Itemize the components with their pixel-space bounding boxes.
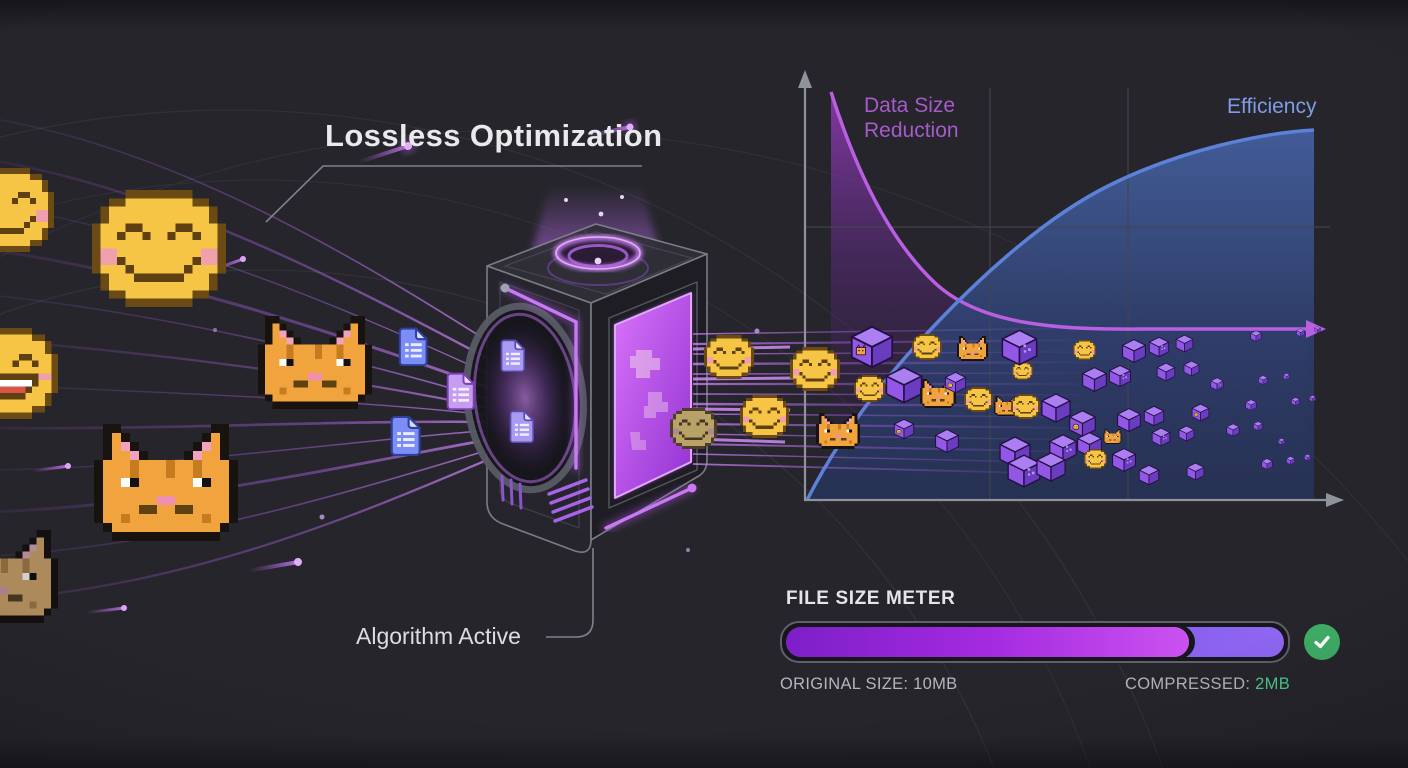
pixel-emoji bbox=[1084, 449, 1107, 469]
efficiency-series-label: Efficiency bbox=[1227, 95, 1317, 118]
reduction-series-label: Data Size Reduction bbox=[864, 94, 959, 142]
compressed-cube bbox=[1151, 427, 1171, 447]
pipe-node bbox=[500, 283, 510, 293]
compressed-cube bbox=[1175, 334, 1194, 353]
input-emoji bbox=[92, 190, 226, 307]
compressed-cube bbox=[944, 371, 967, 394]
meter-track bbox=[786, 627, 1284, 657]
document-icon bbox=[390, 415, 423, 456]
y-axis-arrowhead bbox=[798, 70, 812, 88]
pixel-emoji bbox=[670, 408, 717, 449]
document-icon bbox=[509, 410, 536, 443]
compressed-cube bbox=[1261, 458, 1273, 470]
pixel-emoji bbox=[854, 375, 885, 402]
compressed-cube bbox=[893, 418, 915, 440]
compressed-cube bbox=[884, 365, 924, 405]
input-cat bbox=[94, 424, 238, 541]
meter-heading: FILE SIZE METER bbox=[786, 588, 956, 609]
pixel-cat bbox=[1103, 429, 1122, 444]
compressed-cube bbox=[1040, 392, 1072, 424]
pixel-emoji bbox=[704, 335, 754, 379]
chart-axes bbox=[803, 84, 1330, 502]
half-compressed-blobs bbox=[630, 350, 668, 450]
intake-ring bbox=[553, 234, 643, 272]
pixel-emoji bbox=[912, 334, 942, 360]
machine-status-label: Algorithm Active bbox=[356, 623, 521, 649]
pipe-node-glow bbox=[687, 483, 697, 493]
compressed-cube bbox=[1226, 423, 1240, 437]
title-leader-line bbox=[265, 165, 642, 223]
vent-slits bbox=[500, 474, 523, 510]
input-streams bbox=[0, 119, 507, 601]
background-arcs bbox=[0, 109, 1408, 768]
vent-slats bbox=[547, 478, 594, 523]
compressed-cube bbox=[1138, 464, 1160, 486]
pixel-emoji bbox=[1073, 340, 1096, 360]
compressed-cube bbox=[1178, 425, 1195, 442]
meter-bar bbox=[780, 621, 1290, 663]
input-cat bbox=[258, 316, 372, 409]
compressed-cube bbox=[1191, 403, 1210, 422]
compressed-cube bbox=[1156, 362, 1176, 382]
check-circle-icon bbox=[1304, 624, 1340, 660]
annotation-lines bbox=[265, 165, 642, 638]
document-icon bbox=[398, 327, 430, 366]
algorithm-leader-line bbox=[546, 548, 594, 638]
pixel-emoji bbox=[1012, 362, 1033, 380]
input-cat bbox=[0, 530, 58, 623]
compressed-cube bbox=[1291, 397, 1300, 406]
original-size-text: ORIGINAL SIZE: 10MB bbox=[780, 675, 958, 693]
compressed-cube bbox=[1035, 451, 1067, 483]
compressed-cube bbox=[1148, 336, 1170, 358]
pixel-cat bbox=[957, 336, 988, 361]
machine-neon-pipes bbox=[501, 284, 696, 532]
compressed-cube bbox=[1309, 395, 1316, 402]
compressed-cube bbox=[849, 324, 895, 370]
meter-fill bbox=[786, 627, 1190, 657]
compressed-cube bbox=[1296, 328, 1305, 337]
pixel-cat bbox=[816, 413, 860, 449]
document-icon bbox=[446, 372, 477, 410]
compressed-cube bbox=[1111, 447, 1137, 473]
input-emoji bbox=[0, 168, 54, 252]
output-panel bbox=[608, 281, 698, 509]
compressed-cube bbox=[1253, 421, 1263, 431]
input-emoji bbox=[0, 328, 58, 419]
compressed-cube bbox=[1210, 377, 1224, 391]
compressed-cube bbox=[1283, 373, 1290, 380]
pixel-emoji bbox=[964, 387, 993, 412]
compressed-cube bbox=[1121, 338, 1147, 364]
pixel-emoji bbox=[790, 347, 840, 391]
compressed-cube bbox=[1048, 433, 1078, 463]
compressed-size-text: COMPRESSED: 2MB bbox=[1125, 675, 1290, 693]
compressed-cube bbox=[1258, 375, 1268, 385]
illustration-title: Lossless Optimization bbox=[325, 118, 663, 153]
file-size-meter: FILE SIZE METER ORIGINAL SIZE: 10MB COMP… bbox=[780, 588, 1340, 694]
compressed-cube bbox=[1116, 407, 1142, 433]
x-axis-arrowhead bbox=[1326, 493, 1344, 507]
document-icon bbox=[500, 339, 527, 372]
compressed-cube bbox=[1304, 454, 1311, 461]
compressed-cube bbox=[1081, 366, 1108, 393]
compressed-cube bbox=[1186, 462, 1205, 481]
compressed-cube bbox=[1183, 360, 1200, 377]
compressed-cube bbox=[934, 428, 960, 454]
compressed-cube bbox=[1000, 328, 1039, 367]
compressed-cube bbox=[1245, 399, 1257, 411]
compressed-cube bbox=[1314, 326, 1321, 333]
compressed-cube bbox=[1250, 330, 1262, 342]
pixel-emoji bbox=[740, 395, 789, 438]
compressed-value: 2MB bbox=[1255, 675, 1290, 693]
compressed-cube bbox=[1143, 405, 1165, 427]
compressed-cube bbox=[1108, 364, 1132, 388]
compressed-cube bbox=[1286, 456, 1295, 465]
compressed-cube bbox=[1278, 438, 1285, 445]
pixel-emoji bbox=[1011, 394, 1040, 419]
compressed-cube bbox=[1006, 453, 1042, 489]
compressed-cube bbox=[1068, 409, 1097, 438]
